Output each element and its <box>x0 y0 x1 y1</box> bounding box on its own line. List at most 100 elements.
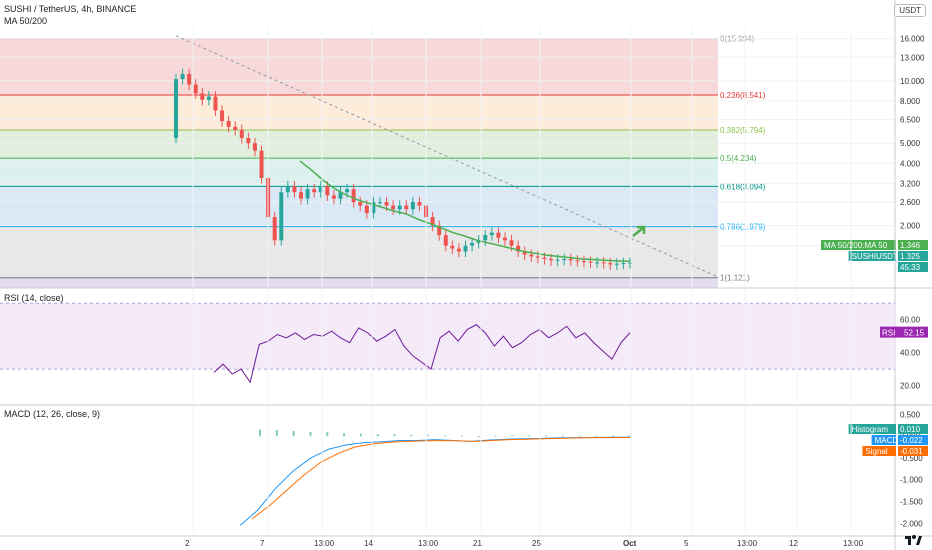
histogram-bar <box>460 435 463 437</box>
price-tag-label: MA 50/200:MA 50 <box>824 241 888 250</box>
rsi-band <box>0 303 895 370</box>
arrow-annotation-icon <box>632 225 646 237</box>
macd-axis-label: -1.500 <box>900 498 923 507</box>
time-axis-label: 13:00 <box>418 539 439 548</box>
histogram-bar <box>427 434 430 437</box>
macd-tag-bg <box>898 435 928 445</box>
candle-body <box>450 245 455 249</box>
histogram-bar <box>494 435 497 437</box>
fib-zone-extension <box>0 277 718 288</box>
candle-body <box>226 121 231 127</box>
macd-tag-label: Histogram <box>852 425 889 434</box>
candle-body <box>220 110 225 122</box>
candle-body <box>239 129 244 138</box>
histogram-bar <box>595 435 598 437</box>
candle-body <box>285 186 290 193</box>
candle-body <box>193 84 198 94</box>
candle-body <box>371 202 376 214</box>
candle-body <box>614 263 619 265</box>
ma-indicator-label[interactable]: MA 50/200 <box>4 16 48 26</box>
candle-body <box>588 261 593 263</box>
candle-body <box>345 189 350 193</box>
candle-body <box>299 192 304 199</box>
time-axis-label: 13:00 <box>843 539 864 548</box>
candle-body <box>417 202 422 206</box>
candle-body <box>397 205 402 210</box>
fib-zone-2 <box>0 129 718 159</box>
candle-body <box>608 263 613 265</box>
price-axis-label: 6.500 <box>900 116 921 125</box>
price-tag-bg <box>898 240 928 250</box>
candle-body <box>292 186 297 193</box>
candle-body <box>489 232 494 236</box>
candle-body <box>200 93 205 100</box>
histogram-bar <box>326 432 329 437</box>
macd-axis-label: -2.000 <box>900 519 923 528</box>
price-tag-bg <box>898 262 928 272</box>
histogram-bar <box>561 435 564 437</box>
candle-body <box>562 259 567 261</box>
price-axis-label: 2.000 <box>900 222 921 231</box>
candle-body <box>509 240 514 246</box>
candle-body <box>233 126 238 130</box>
currency-button[interactable]: USDT <box>894 4 926 17</box>
fib-zone-3 <box>0 158 718 187</box>
fib-zone-1 <box>0 95 718 130</box>
histogram-bar <box>410 434 413 437</box>
candle-body <box>628 262 632 264</box>
time-axis-label: 12 <box>789 539 798 548</box>
candle-body <box>437 225 442 236</box>
time-axis-label: 25 <box>532 539 541 548</box>
time-axis-label: 14 <box>364 539 373 548</box>
candle-body <box>259 150 264 178</box>
candle-body <box>476 240 481 243</box>
rsi-indicator-label[interactable]: RSI (14, close) <box>4 293 64 303</box>
candle-body <box>549 259 554 261</box>
macd-axis-label: -1.000 <box>900 476 923 485</box>
candle-body <box>351 189 356 203</box>
candle-body <box>358 202 363 206</box>
candle-body <box>568 259 573 261</box>
price-axis-label: 4.000 <box>900 159 921 168</box>
candle-body <box>318 186 323 193</box>
symbol-title: SUSHI / TetherUS, 4h, BINANCE <box>4 4 137 14</box>
candle-body <box>456 248 461 252</box>
histogram-bar <box>629 435 631 437</box>
histogram-bar <box>309 431 312 437</box>
candle-body <box>621 263 626 265</box>
macd-tag-label: MACD <box>875 436 899 445</box>
candle-body <box>174 79 178 138</box>
macd-tag-bg <box>898 424 928 434</box>
rsi-axis-label: 60.00 <box>900 316 921 325</box>
rsi-tag-bg <box>880 326 928 338</box>
fib-label-0: 0(15.994) <box>720 35 755 44</box>
macd-indicator-label[interactable]: MACD (12, 26, close, 9) <box>4 409 101 419</box>
price-axis-label: 13.000 <box>900 53 925 62</box>
histogram-bar <box>578 435 581 437</box>
fib-zone-5 <box>0 226 718 278</box>
macd-axis-label: 0.500 <box>900 410 921 419</box>
histogram-bar <box>528 435 531 437</box>
fib-label-2: 0.382(5.794) <box>720 126 766 135</box>
candle-body <box>595 262 600 264</box>
candle-body <box>384 202 389 206</box>
fib-zone-4 <box>0 186 718 227</box>
time-axis-label: 13:00 <box>314 539 335 548</box>
candle-body <box>443 235 448 246</box>
histogram-bar <box>444 435 446 437</box>
candle-body <box>529 254 534 257</box>
fib-label-5: 0.786(1.979) <box>720 223 766 232</box>
price-tag-value: 1.346 <box>900 241 921 250</box>
histogram-bar <box>259 429 261 437</box>
candle-body <box>331 195 336 199</box>
macd-tag-label-bg <box>871 435 896 445</box>
histogram-bar <box>376 433 379 437</box>
macd-axis-label: -0.500 <box>900 454 923 463</box>
price-axis-label: 5.000 <box>900 139 921 148</box>
ma50-line <box>299 160 631 263</box>
price-axis-label: 16.000 <box>900 35 925 44</box>
histogram-bar <box>393 434 396 437</box>
histogram-bar <box>359 433 362 437</box>
tradingview-logo-icon <box>905 535 922 545</box>
